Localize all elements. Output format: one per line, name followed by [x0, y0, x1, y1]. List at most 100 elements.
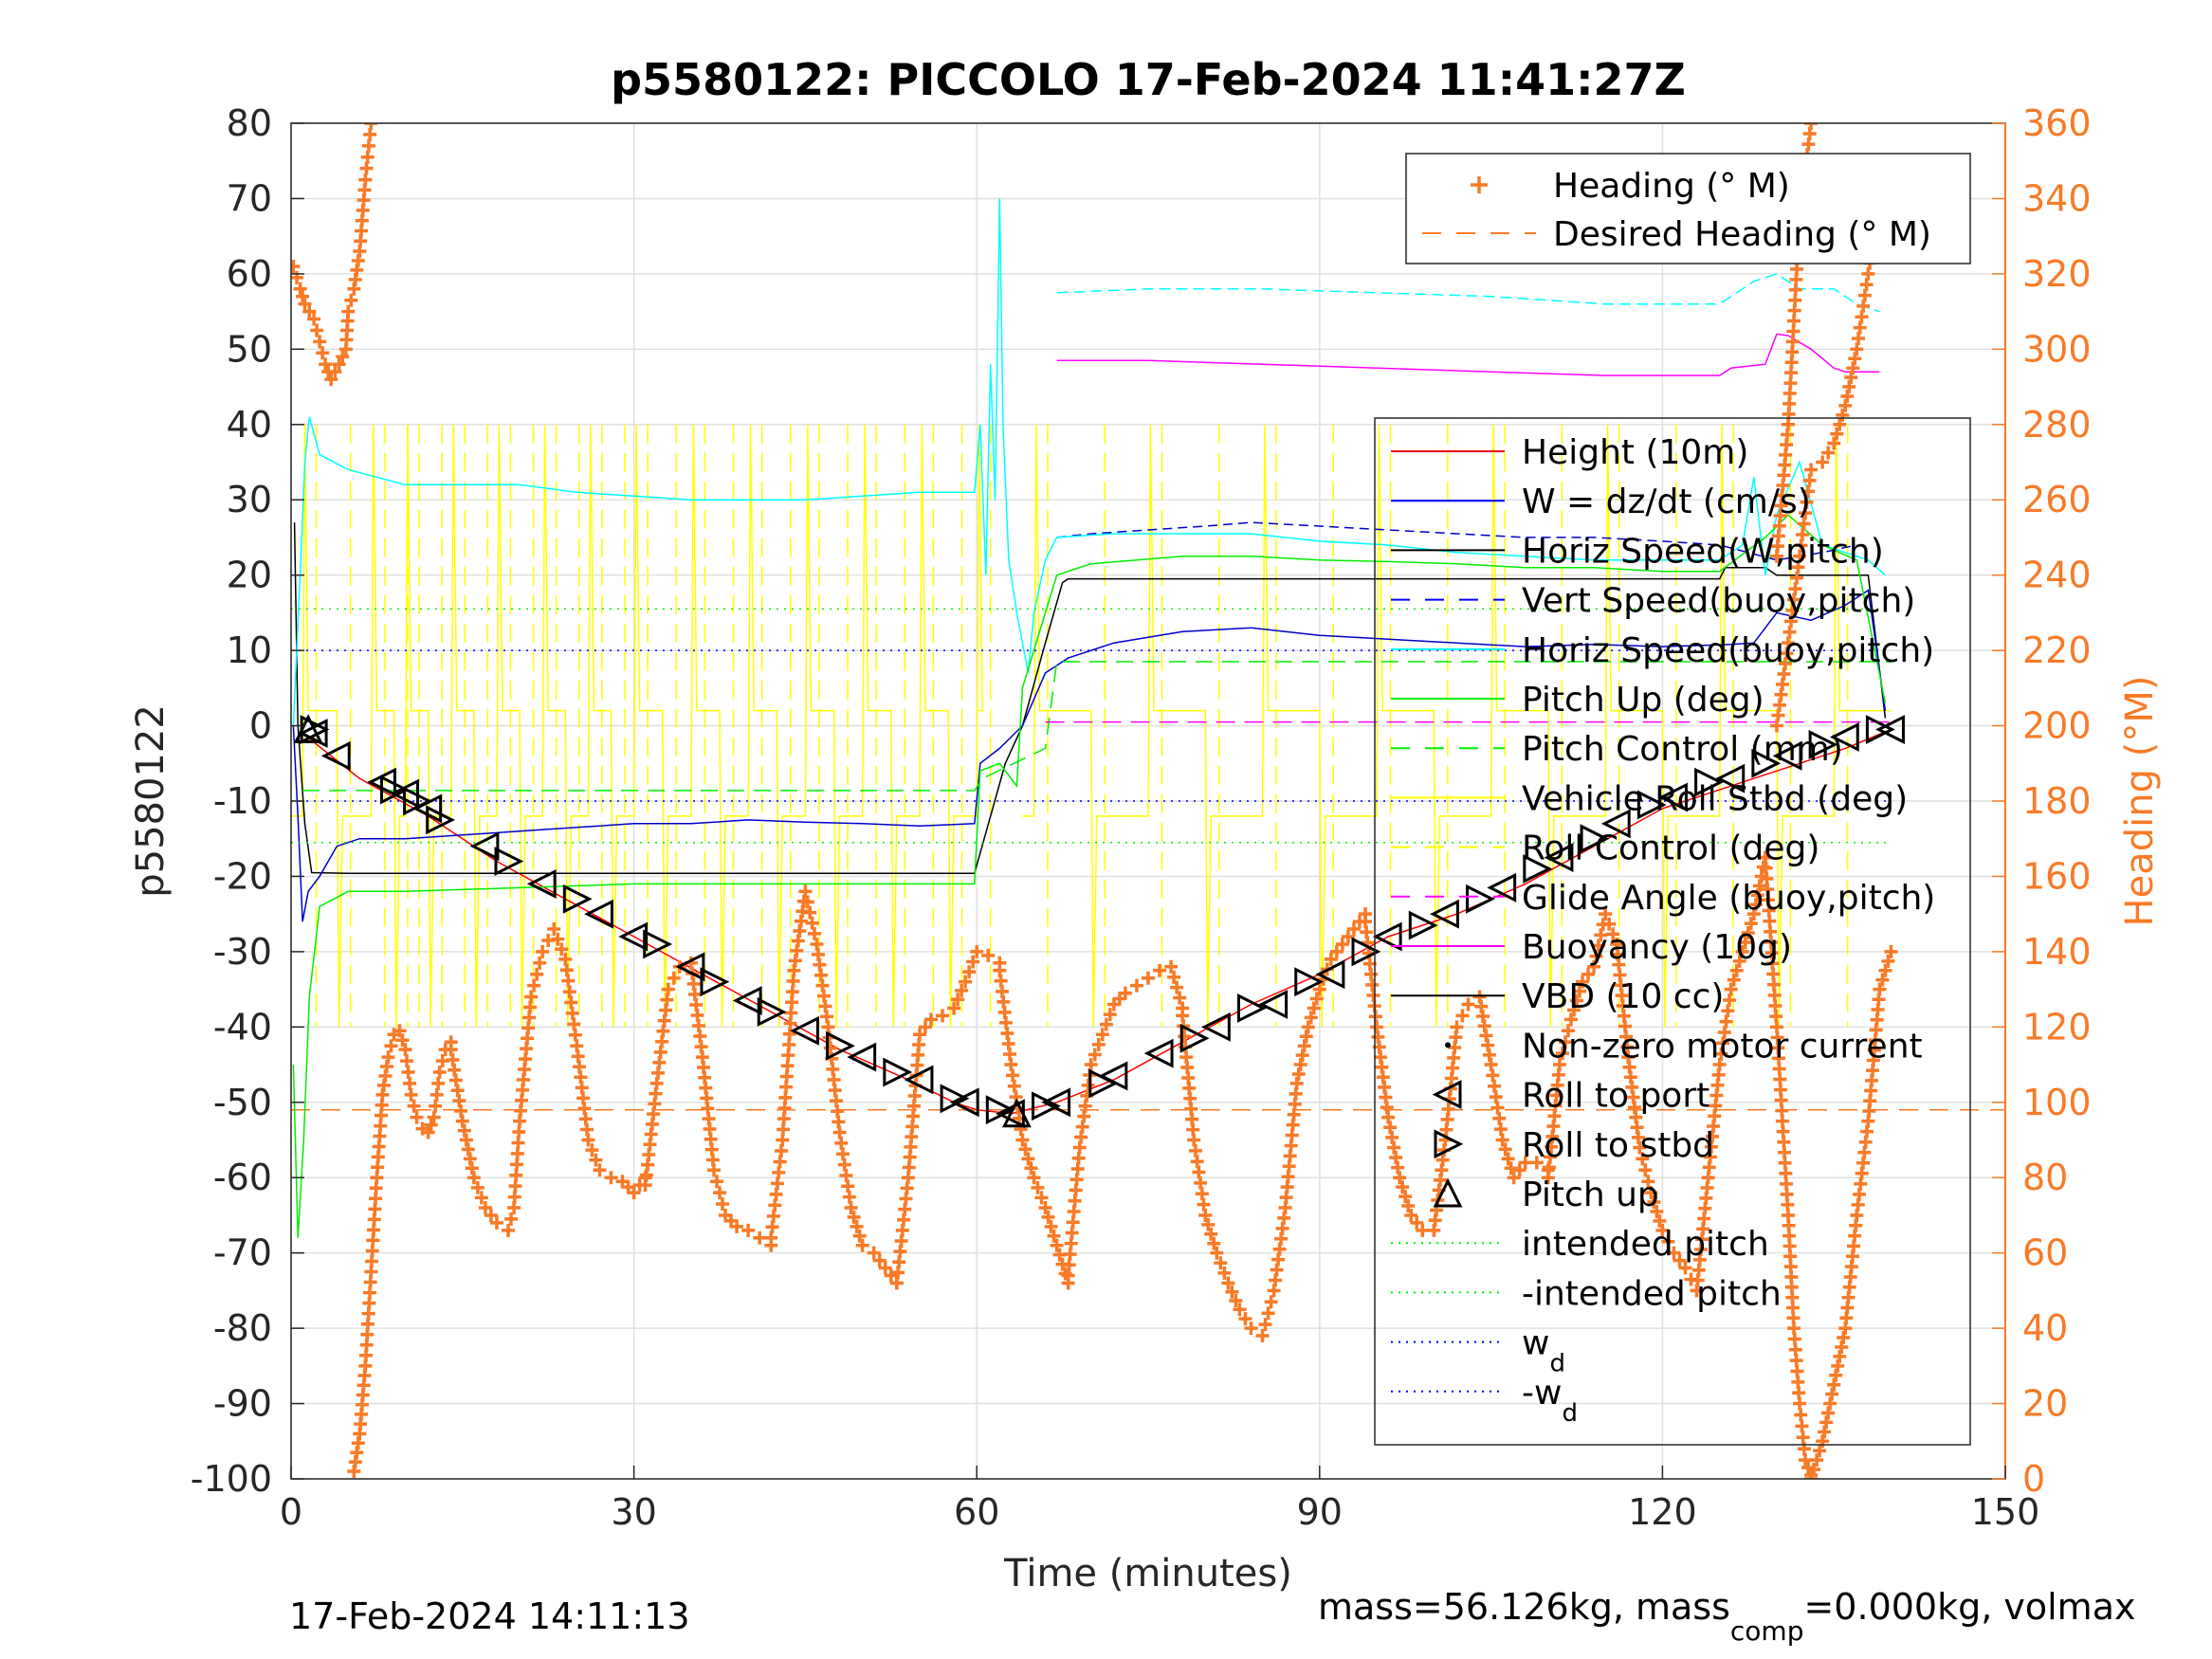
heading-point [1309, 992, 1324, 1006]
legend-main-label-text: Roll to stbd [1522, 1126, 1714, 1165]
y-right-tick-label: 280 [2022, 404, 2092, 446]
heading-point [1217, 1266, 1232, 1280]
heading-point [1299, 1030, 1313, 1044]
roll-to-port-marker [1430, 899, 1459, 929]
heading-point [1244, 1322, 1258, 1336]
heading-point [489, 1215, 503, 1230]
heading-point [1818, 1425, 1832, 1439]
heading-point [1831, 1358, 1845, 1373]
y-right-tick-label: 140 [2022, 931, 2092, 973]
heading-point [1312, 982, 1326, 996]
heading-point [1796, 1431, 1810, 1445]
heading-point [424, 1118, 438, 1132]
heading-point [981, 948, 996, 962]
y-tick-label: -100 [191, 1458, 272, 1500]
y-right-tick-label: 320 [2022, 253, 2092, 295]
heading-point [432, 1066, 447, 1079]
heading-point [1255, 1329, 1270, 1343]
legend-main-label-text: Horiz Speed(buoy,pitch) [1522, 631, 1934, 670]
heading-point [1221, 1276, 1235, 1290]
heading-point [1088, 1048, 1102, 1062]
roll-to-stbd-marker [826, 1030, 855, 1061]
heading-point [1821, 446, 1836, 460]
legend-main-label-text: -intended pitch [1522, 1274, 1782, 1313]
heading-point [1387, 1140, 1401, 1155]
heading-point [291, 259, 301, 273]
y-axis-label: p5580122 [129, 704, 173, 898]
heading-point [1389, 1151, 1403, 1165]
heading-point [1744, 917, 1758, 931]
roll-to-port-marker [1487, 872, 1517, 902]
heading-point [847, 1210, 861, 1224]
legend-main-label: Vert Speed(buoy,pitch) [1522, 582, 1915, 621]
heading-point [403, 1076, 417, 1090]
heading-point [1084, 1058, 1098, 1072]
heading-point [1836, 408, 1850, 422]
heading-point [1566, 1003, 1581, 1017]
series-hbuoy_top [1056, 273, 1880, 313]
x-tick-label: 30 [611, 1491, 656, 1533]
series-pitch [292, 514, 1887, 1238]
heading-point [589, 1153, 603, 1167]
roll-to-stbd-marker [940, 1084, 970, 1114]
legend-main: Height (10m) W = dz/dt (cm/s) Horiz Speed(… [1374, 417, 1971, 1446]
heading-point [1746, 907, 1761, 921]
heading-point [1398, 1190, 1413, 1204]
roll-to-port-marker [1041, 1087, 1071, 1118]
heading-point [555, 942, 569, 957]
heading-point [1650, 1204, 1664, 1218]
heading-point [1678, 1261, 1692, 1275]
heading-point [1258, 1318, 1272, 1332]
series-vbuoy [1056, 521, 1857, 561]
roll-to-port-marker [1875, 715, 1905, 744]
legend-main-label-text: Roll to port [1522, 1077, 1709, 1116]
heading-point [1297, 1039, 1311, 1053]
heading-point [502, 1223, 516, 1237]
axes-layer: 0 30 60 90 120 15080706050403020100-10-20-30-… [191, 102, 2092, 1533]
heading-point [459, 1133, 473, 1147]
roll-to-port-marker [1372, 921, 1402, 952]
heading-point [478, 1201, 492, 1214]
heading-point [455, 1114, 469, 1128]
heading-point [1563, 1012, 1578, 1027]
heading-point [1391, 1160, 1405, 1175]
legend-main-label: Pitch Up (deg) [1522, 681, 1764, 720]
heading-point [533, 956, 547, 970]
heading-point [947, 1001, 961, 1015]
series-pitchctl [302, 661, 1892, 792]
legend-main-label-text: Roll Control (deg) [1522, 830, 1819, 868]
pitch-up-marker [1001, 1098, 1032, 1128]
heading-point [1752, 879, 1766, 893]
heading-point [1038, 1201, 1052, 1214]
heading-point [1846, 361, 1860, 375]
heading-point [713, 1186, 726, 1200]
heading-point [1293, 1058, 1307, 1072]
roll-to-stbd-marker [1294, 967, 1325, 997]
roll-to-port-marker [1200, 1012, 1231, 1042]
heading-point [1816, 455, 1830, 469]
heading-point [951, 993, 965, 1007]
legend-main-label: Roll to stbd [1522, 1126, 1714, 1165]
heading-point [1118, 986, 1132, 1000]
heading-point [850, 1219, 864, 1233]
legend-main-label: wd [1522, 1324, 1565, 1378]
heading-point [1799, 1453, 1813, 1468]
y-right-tick-label: 80 [2022, 1157, 2068, 1198]
roll-to-stbd-marker [1466, 884, 1495, 914]
roll-to-stbd-marker [1236, 994, 1267, 1023]
roll-to-port-marker [1600, 809, 1631, 839]
heading-point [1396, 1180, 1410, 1194]
heading-point [1599, 907, 1613, 921]
heading-point [1095, 1028, 1109, 1042]
roll-to-port-marker [1315, 959, 1345, 990]
legend-main-label-text: Vehicle Roll Stbd (deg) [1522, 779, 1908, 818]
heading-point [364, 123, 378, 130]
y-right-tick-label: 0 [2022, 1458, 2045, 1500]
heading-point [1561, 1024, 1575, 1038]
roll-to-stbd-marker [757, 997, 787, 1027]
heading-point [1225, 1285, 1239, 1299]
heading-point [936, 1009, 950, 1023]
heading-point [1807, 1463, 1821, 1477]
heading-point [1644, 1186, 1658, 1200]
heading-point [1018, 1142, 1033, 1157]
